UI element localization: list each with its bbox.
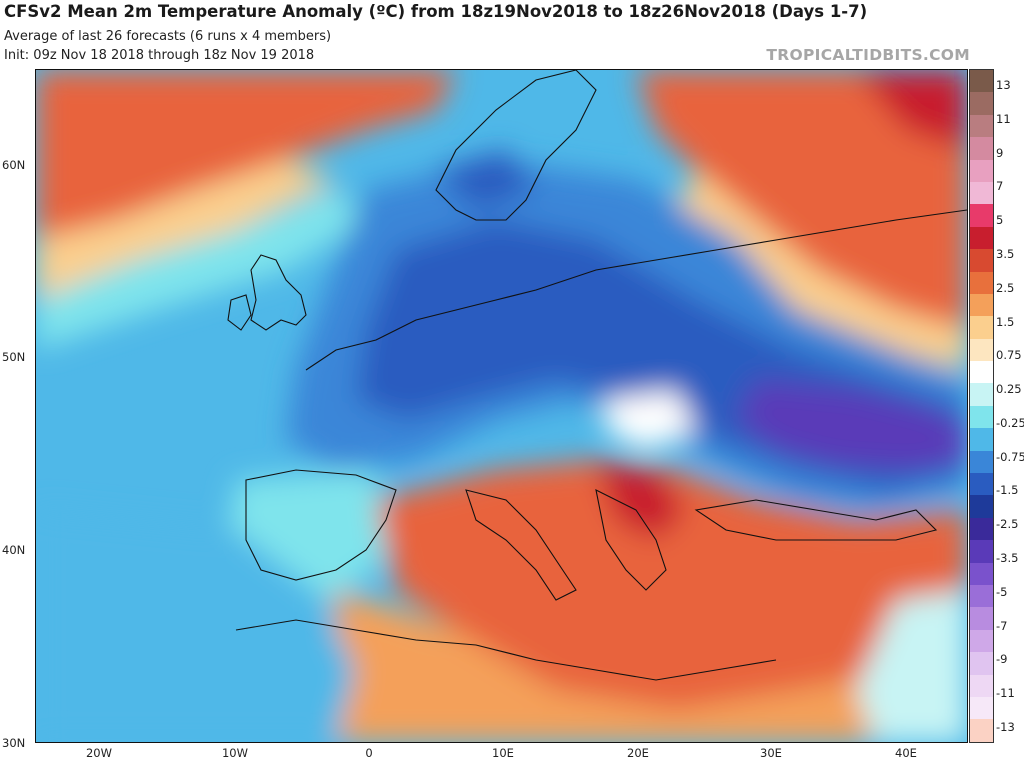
colorbar-swatch — [970, 674, 993, 697]
lat-label-50n: 50N — [2, 350, 26, 364]
lon-label-0: 0 — [365, 746, 373, 760]
colorbar-swatch — [970, 696, 993, 720]
colorbar-swatch — [970, 181, 993, 205]
colorbar-swatch — [970, 204, 993, 227]
black-sea-coast — [694, 499, 938, 541]
map-title: CFSv2 Mean 2m Temperature Anomaly (ºC) f… — [4, 2, 868, 21]
colorbar-swatch — [970, 137, 993, 160]
warm-russia-region — [636, 70, 967, 330]
italy-coast — [465, 489, 577, 601]
colorbar-swatch — [970, 249, 993, 272]
colorbar-swatch — [970, 562, 993, 585]
warm-pale-russia — [676, 170, 967, 370]
colorbar-swatch — [970, 405, 993, 429]
coldest-ukraine — [736, 380, 967, 470]
colorbar-label: -1.5 — [996, 483, 1019, 498]
lat-label-60n: 60N — [2, 158, 26, 172]
neutral-balkans — [606, 390, 696, 450]
anomaly-field — [36, 70, 967, 742]
colorbar — [969, 69, 994, 743]
colorbar-swatch — [970, 428, 993, 451]
colorbar-label: -13 — [996, 720, 1015, 734]
warm-strong-russia — [856, 70, 967, 150]
colorbar-label: 7 — [996, 179, 1004, 194]
lon-label-20w: 20W — [85, 746, 113, 760]
colorbar-swatch — [970, 473, 993, 496]
colorbar-swatch — [970, 607, 993, 630]
lon-label-20e: 20E — [627, 746, 649, 760]
colorbar-label: 11 — [996, 111, 1011, 126]
lon-label-10w: 10W — [221, 746, 249, 760]
scandinavia-coast — [435, 70, 597, 221]
lat-label-40n: 40N — [2, 543, 26, 557]
lon-label-30e: 30E — [760, 746, 782, 760]
cold-scandinavia — [436, 150, 536, 210]
map-subtitle-init: Init: 09z Nov 18 2018 through 18z Nov 19… — [4, 48, 315, 63]
colorbar-swatch — [970, 316, 993, 339]
colorbar-swatch — [970, 293, 993, 317]
colorbar-label: -9 — [996, 652, 1008, 667]
colorbar-swatch — [970, 584, 993, 608]
colorbar-label: 3.5 — [996, 246, 1015, 261]
warm-pale-atlantic — [36, 160, 336, 300]
colorbar-label: 1.5 — [996, 314, 1015, 329]
colorbar-label: -5 — [996, 584, 1008, 599]
colorbar-swatch — [970, 652, 993, 675]
colorbar-swatch — [970, 450, 993, 474]
site-credit: TROPICALTIDBITS.COM — [766, 46, 970, 64]
colorbar-label: 13 — [996, 78, 1011, 92]
north-africa-coast — [235, 619, 777, 681]
colorbar-label: -0.75 — [996, 449, 1024, 464]
lon-label-40e: 40E — [895, 746, 917, 760]
colorbar-swatch — [970, 92, 993, 115]
warm-mediterranean — [376, 460, 967, 710]
colorbar-label: 5 — [996, 213, 1004, 228]
anomaly-map-canvas — [36, 70, 967, 742]
colorbar-swatch — [970, 629, 993, 653]
iberia-coast — [245, 469, 397, 581]
colorbar-swatch — [970, 159, 993, 182]
warm-north-africa — [336, 590, 967, 742]
colorbar-label: 0.75 — [996, 348, 1022, 363]
map-subtitle-average: Average of last 26 forecasts (6 runs x 4… — [4, 29, 332, 44]
colorbar-label: 2.5 — [996, 280, 1015, 295]
colorbar-label: -2.5 — [996, 517, 1019, 532]
cool-arabia — [856, 590, 967, 742]
colorbar-swatch — [970, 383, 993, 406]
great-britain-coast — [250, 254, 307, 331]
colorbar-swatch — [970, 361, 993, 384]
colorbar-swatch — [970, 540, 993, 563]
colorbar-swatch — [970, 719, 993, 742]
colorbar-swatch — [970, 226, 993, 250]
anomaly-map — [35, 69, 968, 743]
colorbar-label: 9 — [996, 145, 1004, 160]
balkans-coast — [595, 489, 667, 591]
cool-southwest — [36, 510, 356, 742]
warm-atlantic-region — [36, 70, 456, 240]
ireland-coast — [227, 294, 252, 331]
colorbar-swatch — [970, 338, 993, 362]
lon-label-10e: 10E — [492, 746, 514, 760]
colorbar-swatch — [970, 517, 993, 541]
colorbar-swatch — [970, 271, 993, 294]
colorbar-label: -11 — [996, 686, 1015, 701]
coastlines — [227, 70, 967, 681]
colorbar-label: -3.5 — [996, 551, 1019, 566]
colorbar-label: -0.25 — [996, 415, 1024, 430]
colorbar-swatch — [970, 495, 993, 518]
colorbar-swatch — [970, 70, 993, 93]
cool-light-atlantic — [36, 190, 366, 350]
colorbar-swatch — [970, 114, 993, 138]
warm-strong-balkans — [596, 460, 686, 540]
colorbar-label: 0.25 — [996, 382, 1022, 397]
colorbar-label: -7 — [996, 618, 1008, 633]
north-europe-coast — [305, 209, 967, 371]
lat-label-30n: 30N — [2, 736, 26, 750]
